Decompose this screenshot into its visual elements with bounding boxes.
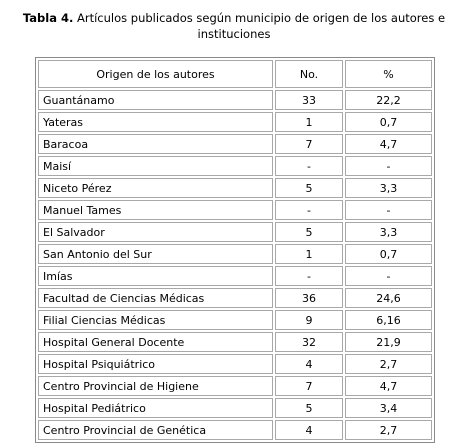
- table-row: Manuel Tames - -: [38, 200, 432, 220]
- table-cell: 5: [275, 178, 343, 198]
- table-row: Imías - -: [38, 266, 432, 286]
- table-row: Guantánamo 33 22,2: [38, 90, 432, 110]
- header-cell: %: [345, 60, 432, 88]
- table-cell: Niceto Pérez: [38, 178, 273, 198]
- table-cell: 1: [275, 112, 343, 132]
- table-row: Hospital Pediátrico 5 3,4: [38, 398, 432, 418]
- table-cell: 4: [275, 354, 343, 374]
- table-row: Hospital Psiquiátrico 4 2,7: [38, 354, 432, 374]
- table-cell: 32: [275, 332, 343, 352]
- page-body: {"caption": {"label": "Tabla 4.", "text"…: [8, 10, 460, 443]
- table-cell: 21,9: [345, 332, 432, 352]
- table-cell: 6,16: [345, 310, 432, 330]
- caption-label: Tabla 4.: [22, 11, 74, 25]
- table-cell: Centro Provincial de Higiene: [38, 376, 273, 396]
- table-cell: 33: [275, 90, 343, 110]
- table-caption: Tabla 4. Artículos publicados según muni…: [8, 10, 460, 42]
- table-cell: Filial Ciencias Médicas: [38, 310, 273, 330]
- table-cell: Guantánamo: [38, 90, 273, 110]
- table-row: Maisí - -: [38, 156, 432, 176]
- caption-text: Artículos publicados según municipio de …: [77, 11, 446, 41]
- table-cell: -: [345, 156, 432, 176]
- table-cell: -: [275, 200, 343, 220]
- table-cell: 22,2: [345, 90, 432, 110]
- table-cell: Facultad de Ciencias Médicas: [38, 288, 273, 308]
- header-row: Origen de los autores No.%: [38, 60, 432, 88]
- table-cell: 2,7: [345, 420, 432, 440]
- table-row: Centro Provincial de Higiene 7 4,7: [38, 376, 432, 396]
- data-table: Origen de los autores No.% Guantánamo 33 22,…: [35, 57, 435, 443]
- table-cell: Hospital General Docente: [38, 332, 273, 352]
- table-cell: Manuel Tames: [38, 200, 273, 220]
- table-cell: 0,7: [345, 112, 432, 132]
- table-row: Hospital General Docente 32 21,9: [38, 332, 432, 352]
- table-cell: El Salvador: [38, 222, 273, 242]
- table-cell: San Antonio del Sur: [38, 244, 273, 264]
- table-cell: 3,3: [345, 222, 432, 242]
- table-cell: 4: [275, 420, 343, 440]
- table-cell: 4,7: [345, 376, 432, 396]
- table-cell: Imías: [38, 266, 273, 286]
- table-cell: Baracoa: [38, 134, 273, 154]
- table-row: San Antonio del Sur 1 0,7: [38, 244, 432, 264]
- table-cell: 3,3: [345, 178, 432, 198]
- table-cell: 4,7: [345, 134, 432, 154]
- table-cell: 0,7: [345, 244, 432, 264]
- table-row: Facultad de Ciencias Médicas 36 24,6: [38, 288, 432, 308]
- table-cell: 1: [275, 244, 343, 264]
- table-cell: 36: [275, 288, 343, 308]
- table-row: Baracoa 7 4,7: [38, 134, 432, 154]
- table-cell: 3,4: [345, 398, 432, 418]
- table-cell: 5: [275, 222, 343, 242]
- table-body: Origen de los autores No.% Guantánamo 33 22,…: [38, 60, 432, 440]
- table-row: Yateras 1 0,7: [38, 112, 432, 132]
- table-cell: -: [275, 156, 343, 176]
- table-row: Filial Ciencias Médicas 9 6,16: [38, 310, 432, 330]
- table-cell: -: [345, 266, 432, 286]
- table-cell: 24,6: [345, 288, 432, 308]
- table-cell: 7: [275, 376, 343, 396]
- header-cell: Origen de los autores: [38, 60, 273, 88]
- table-cell: 2,7: [345, 354, 432, 374]
- page: Tabla 4 html, body { margin: 0; padding:…: [8, 10, 460, 443]
- table-cell: 7: [275, 134, 343, 154]
- table-row: Centro Provincial de Genética 4 2,7: [38, 420, 432, 440]
- table-cell: Maisí: [38, 156, 273, 176]
- table-row: El Salvador 5 3,3: [38, 222, 432, 242]
- table-cell: Centro Provincial de Genética: [38, 420, 273, 440]
- table-cell: Yateras: [38, 112, 273, 132]
- table-cell: Hospital Psiquiátrico: [38, 354, 273, 374]
- table-row: Niceto Pérez 5 3,3: [38, 178, 432, 198]
- table-cell: -: [345, 200, 432, 220]
- table-cell: -: [275, 266, 343, 286]
- table-cell: 9: [275, 310, 343, 330]
- table-cell: Hospital Pediátrico: [38, 398, 273, 418]
- table-cell: 5: [275, 398, 343, 418]
- header-cell: No.: [275, 60, 343, 88]
